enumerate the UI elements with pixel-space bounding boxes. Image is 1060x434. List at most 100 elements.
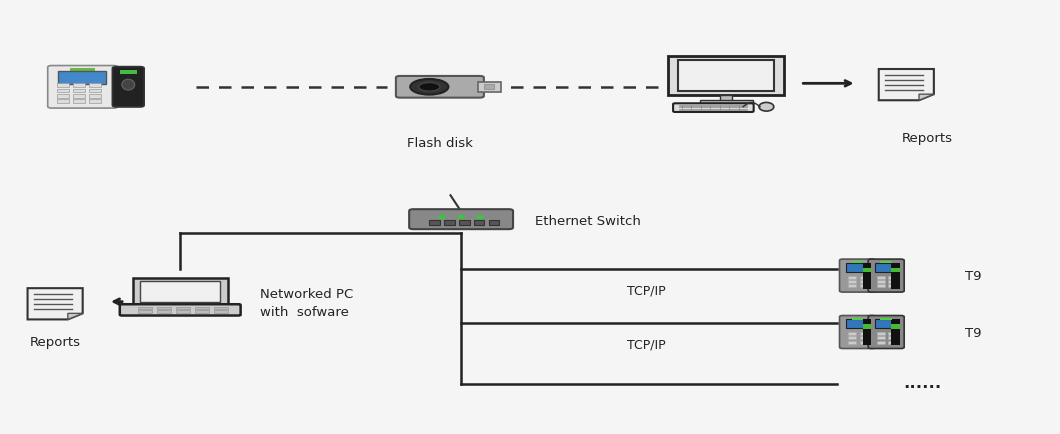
Bar xyxy=(89,83,101,87)
Circle shape xyxy=(419,82,440,91)
Bar xyxy=(848,332,856,335)
Bar xyxy=(848,280,856,283)
Bar xyxy=(678,60,774,91)
Polygon shape xyxy=(68,313,83,319)
Bar xyxy=(89,94,101,98)
Bar xyxy=(89,89,101,92)
Bar xyxy=(877,280,885,283)
Bar xyxy=(176,310,190,313)
Bar xyxy=(880,318,893,320)
Bar xyxy=(860,284,868,287)
Bar xyxy=(848,336,856,339)
Bar xyxy=(848,284,856,287)
Bar xyxy=(877,332,885,335)
Bar xyxy=(860,332,868,335)
Bar xyxy=(474,220,484,225)
Bar xyxy=(863,324,871,329)
Bar xyxy=(888,341,897,344)
Polygon shape xyxy=(28,288,83,319)
FancyBboxPatch shape xyxy=(840,316,876,349)
Text: Ethernet Switch: Ethernet Switch xyxy=(535,215,641,228)
Bar xyxy=(89,99,101,103)
Ellipse shape xyxy=(122,79,135,90)
Bar xyxy=(73,99,85,103)
Polygon shape xyxy=(879,69,934,100)
Bar xyxy=(891,319,900,345)
Bar xyxy=(891,263,900,289)
Bar xyxy=(846,319,869,328)
Bar xyxy=(877,341,885,344)
Bar xyxy=(863,268,871,272)
Bar xyxy=(489,220,499,225)
Bar xyxy=(138,310,152,313)
Bar xyxy=(880,261,893,263)
Bar xyxy=(157,310,171,313)
Bar xyxy=(214,307,228,309)
Bar xyxy=(120,70,137,73)
Bar xyxy=(888,336,897,339)
Circle shape xyxy=(458,216,464,218)
Text: T9: T9 xyxy=(965,327,982,340)
Bar xyxy=(138,307,152,309)
Bar xyxy=(483,84,494,89)
Text: Reports: Reports xyxy=(30,336,81,349)
Bar xyxy=(860,280,868,283)
Bar xyxy=(877,336,885,339)
Text: ......: ...... xyxy=(903,374,941,392)
Bar xyxy=(444,220,455,225)
Text: TCP/IP: TCP/IP xyxy=(628,339,666,352)
Circle shape xyxy=(439,216,445,218)
Bar xyxy=(214,310,228,313)
Bar xyxy=(877,284,885,287)
Ellipse shape xyxy=(759,102,774,111)
Bar xyxy=(57,94,69,98)
Bar xyxy=(874,263,898,272)
Bar xyxy=(57,83,69,87)
Bar xyxy=(851,261,864,263)
Bar xyxy=(57,89,69,92)
FancyBboxPatch shape xyxy=(120,304,241,316)
Bar xyxy=(70,68,95,72)
Bar xyxy=(860,276,868,279)
Bar xyxy=(888,276,897,279)
Bar xyxy=(720,95,732,101)
Bar xyxy=(700,100,753,103)
Bar xyxy=(140,281,220,302)
Text: Reports: Reports xyxy=(902,132,953,145)
Bar xyxy=(851,318,864,320)
Bar xyxy=(429,220,440,225)
Bar xyxy=(58,71,106,84)
Bar xyxy=(888,332,897,335)
Bar xyxy=(195,307,209,309)
Bar xyxy=(863,263,871,289)
Bar xyxy=(846,263,869,272)
FancyBboxPatch shape xyxy=(396,76,483,98)
Bar xyxy=(57,99,69,103)
Bar xyxy=(157,307,171,309)
FancyBboxPatch shape xyxy=(112,66,144,107)
FancyBboxPatch shape xyxy=(868,259,904,292)
Bar xyxy=(891,324,900,329)
Bar xyxy=(874,319,898,328)
Bar xyxy=(73,94,85,98)
Bar xyxy=(73,83,85,87)
FancyBboxPatch shape xyxy=(840,259,876,292)
Bar xyxy=(848,341,856,344)
Bar xyxy=(863,319,871,345)
Circle shape xyxy=(410,79,448,95)
Bar xyxy=(888,284,897,287)
Bar xyxy=(73,89,85,92)
Bar xyxy=(459,220,470,225)
FancyBboxPatch shape xyxy=(868,316,904,349)
FancyBboxPatch shape xyxy=(48,66,118,108)
Bar xyxy=(860,341,868,344)
Bar xyxy=(477,82,501,92)
Text: TCP/IP: TCP/IP xyxy=(628,284,666,297)
Bar xyxy=(848,276,856,279)
Bar xyxy=(132,278,228,304)
Polygon shape xyxy=(919,94,934,100)
Bar xyxy=(877,276,885,279)
Bar xyxy=(891,268,900,272)
FancyBboxPatch shape xyxy=(673,103,754,112)
FancyBboxPatch shape xyxy=(409,209,513,229)
